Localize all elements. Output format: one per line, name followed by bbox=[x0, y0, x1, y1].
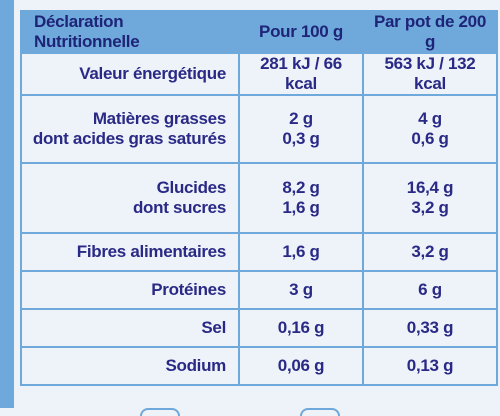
cell-per-100g: 3 g bbox=[238, 270, 364, 310]
cell-per-pot: 4 g 0,6 g bbox=[362, 94, 498, 164]
cell-per-100g: 2 g 0,3 g bbox=[238, 94, 364, 164]
header-per-pot: Par pot de 200 g bbox=[362, 10, 498, 54]
value-carbs-pot: 16,4 g bbox=[406, 178, 454, 197]
table-row: Protéines 3 g 6 g bbox=[20, 270, 498, 310]
value-salt-pot: 0,33 g bbox=[406, 318, 454, 337]
label-carbs: Glucides bbox=[156, 178, 227, 197]
value-carbs-100g: 8,2 g bbox=[282, 178, 320, 197]
header-declaration: Déclaration Nutritionnelle bbox=[20, 10, 240, 54]
table-row: Valeur énergétique 281 kJ / 66 kcal 563 … bbox=[20, 52, 498, 96]
value-protein-100g: 3 g bbox=[289, 280, 313, 299]
row-label: Valeur énergétique bbox=[20, 52, 240, 96]
value-fibre-100g: 1,6 g bbox=[282, 242, 320, 261]
cell-per-pot: 0,13 g bbox=[362, 346, 498, 386]
table-row: Matières grasses dont acides gras saturé… bbox=[20, 94, 498, 164]
row-label: Protéines bbox=[20, 270, 240, 310]
cell-per-pot: 3,2 g bbox=[362, 232, 498, 272]
cell-per-100g: 281 kJ / 66 kcal bbox=[238, 52, 364, 96]
row-label: Matières grasses dont acides gras saturé… bbox=[20, 94, 240, 164]
cell-per-pot: 563 kJ / 132 kcal bbox=[362, 52, 498, 96]
value-saturated-100g: 0,3 g bbox=[282, 129, 320, 148]
cell-per-100g: 0,06 g bbox=[238, 346, 364, 386]
value-protein-pot: 6 g bbox=[418, 280, 442, 299]
table-row: Sodium 0,06 g 0,13 g bbox=[20, 346, 498, 386]
label-protein: Protéines bbox=[151, 280, 226, 299]
label-fat: Matières grasses bbox=[92, 109, 226, 128]
label-energy: Valeur énergétique bbox=[79, 64, 226, 83]
table-row: Fibres alimentaires 1,6 g 3,2 g bbox=[20, 232, 498, 272]
value-sugars-pot: 3,2 g bbox=[411, 198, 449, 217]
cell-per-pot: 6 g bbox=[362, 270, 498, 310]
nutrition-table: Déclaration Nutritionnelle Pour 100 g Pa… bbox=[20, 10, 498, 386]
label-fibre: Fibres alimentaires bbox=[76, 242, 227, 261]
cell-per-100g: 1,6 g bbox=[238, 232, 364, 272]
value-sugars-100g: 1,6 g bbox=[282, 198, 320, 217]
value-saturated-pot: 0,6 g bbox=[411, 129, 449, 148]
label-salt: Sel bbox=[201, 318, 226, 337]
value-energy-pot: 563 kJ / 132 kcal bbox=[384, 54, 476, 93]
label-saturated-fat: dont acides gras saturés bbox=[32, 129, 226, 148]
row-label: Glucides dont sucres bbox=[20, 162, 240, 234]
value-energy-100g: 281 kJ / 66 kcal bbox=[260, 54, 342, 93]
cell-per-pot: 0,33 g bbox=[362, 308, 498, 348]
cell-per-pot: 16,4 g 3,2 g bbox=[362, 162, 498, 234]
cell-per-100g: 8,2 g 1,6 g bbox=[238, 162, 364, 234]
row-label: Sel bbox=[20, 308, 240, 348]
header-per-100g: Pour 100 g bbox=[238, 10, 364, 54]
label-sodium: Sodium bbox=[165, 356, 226, 375]
value-fat-pot: 4 g bbox=[418, 109, 442, 128]
value-fibre-pot: 3,2 g bbox=[411, 242, 449, 261]
row-label: Sodium bbox=[20, 346, 240, 386]
bottom-strip bbox=[0, 408, 500, 416]
row-label: Fibres alimentaires bbox=[20, 232, 240, 272]
table-row: Glucides dont sucres 8,2 g 1,6 g 16,4 g … bbox=[20, 162, 498, 234]
table-header-row: Déclaration Nutritionnelle Pour 100 g Pa… bbox=[20, 10, 498, 54]
bottom-arc-decoration bbox=[140, 408, 180, 416]
value-fat-100g: 2 g bbox=[289, 109, 313, 128]
bottom-arc-decoration bbox=[300, 408, 340, 416]
value-sodium-pot: 0,13 g bbox=[406, 356, 454, 375]
value-sodium-100g: 0,06 g bbox=[277, 356, 325, 375]
table-row: Sel 0,16 g 0,33 g bbox=[20, 308, 498, 348]
value-salt-100g: 0,16 g bbox=[277, 318, 325, 337]
cell-per-100g: 0,16 g bbox=[238, 308, 364, 348]
label-sugars: dont sucres bbox=[132, 198, 226, 217]
